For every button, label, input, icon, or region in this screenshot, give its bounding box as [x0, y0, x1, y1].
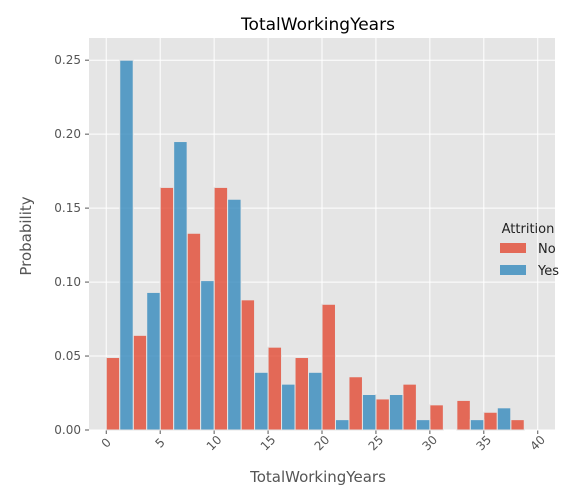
x-tick-label: 30: [420, 433, 441, 454]
bar-no: [213, 186, 229, 431]
bar-yes: [173, 141, 188, 431]
legend: Attrition No Yes: [500, 222, 559, 279]
x-tick-label: 15: [258, 433, 279, 454]
bar-yes: [334, 419, 350, 431]
bars: [105, 59, 525, 431]
bar-no: [186, 232, 202, 431]
bar-no: [429, 404, 444, 431]
x-tick-label: 5: [153, 435, 168, 450]
x-axis-title: TotalWorkingYears: [249, 468, 386, 486]
legend-label-no: No: [538, 242, 556, 257]
x-tick-label: 10: [204, 433, 225, 454]
y-tick-label: 0.10: [54, 275, 81, 289]
x-tick-label: 25: [366, 433, 387, 454]
bar-yes: [496, 407, 512, 431]
y-tick-labels: 0.00 0.05 0.10 0.15 0.20 0.25: [54, 53, 81, 437]
bar-yes: [361, 393, 377, 431]
bar-yes: [227, 198, 242, 431]
bar-no: [321, 303, 336, 431]
bar-yes: [254, 371, 269, 431]
y-axis-title: Probability: [17, 196, 35, 275]
x-tick-label: 0: [99, 435, 114, 450]
bar-no: [375, 398, 390, 431]
bar-yes: [119, 59, 134, 431]
bar-yes: [308, 371, 323, 431]
x-tick-labels: 0 5 10 15 20 25 30 35 40: [99, 433, 548, 454]
y-tick-label: 0.20: [54, 127, 81, 141]
y-tick-label: 0.15: [54, 201, 81, 215]
bar-yes: [146, 291, 161, 431]
bar-yes: [469, 419, 485, 431]
x-tick-label: 35: [473, 433, 494, 454]
legend-swatch-yes: [500, 265, 526, 275]
bar-yes: [388, 393, 404, 431]
bar-no: [510, 419, 525, 431]
bar-yes: [200, 280, 215, 431]
bar-no: [348, 376, 363, 431]
bar-no: [483, 411, 498, 431]
x-tick-label: 40: [527, 433, 548, 454]
y-tick-label: 0.05: [54, 349, 81, 363]
bar-no: [402, 383, 417, 431]
y-tick-label: 0.00: [54, 423, 81, 437]
bar-no: [294, 357, 310, 431]
bar-yes: [281, 383, 296, 431]
bar-no: [240, 299, 256, 431]
bar-no: [132, 334, 148, 431]
bar-no: [267, 346, 283, 431]
legend-title: Attrition: [502, 222, 555, 237]
bar-yes: [415, 419, 431, 431]
legend-swatch-no: [500, 243, 526, 253]
chart-title: TotalWorkingYears: [240, 15, 395, 35]
bar-no: [456, 399, 471, 431]
x-tick-label: 20: [312, 433, 333, 454]
bar-no: [105, 357, 121, 431]
legend-label-yes: Yes: [537, 264, 559, 279]
bar-no: [159, 186, 175, 431]
y-tick-label: 0.25: [54, 53, 81, 67]
